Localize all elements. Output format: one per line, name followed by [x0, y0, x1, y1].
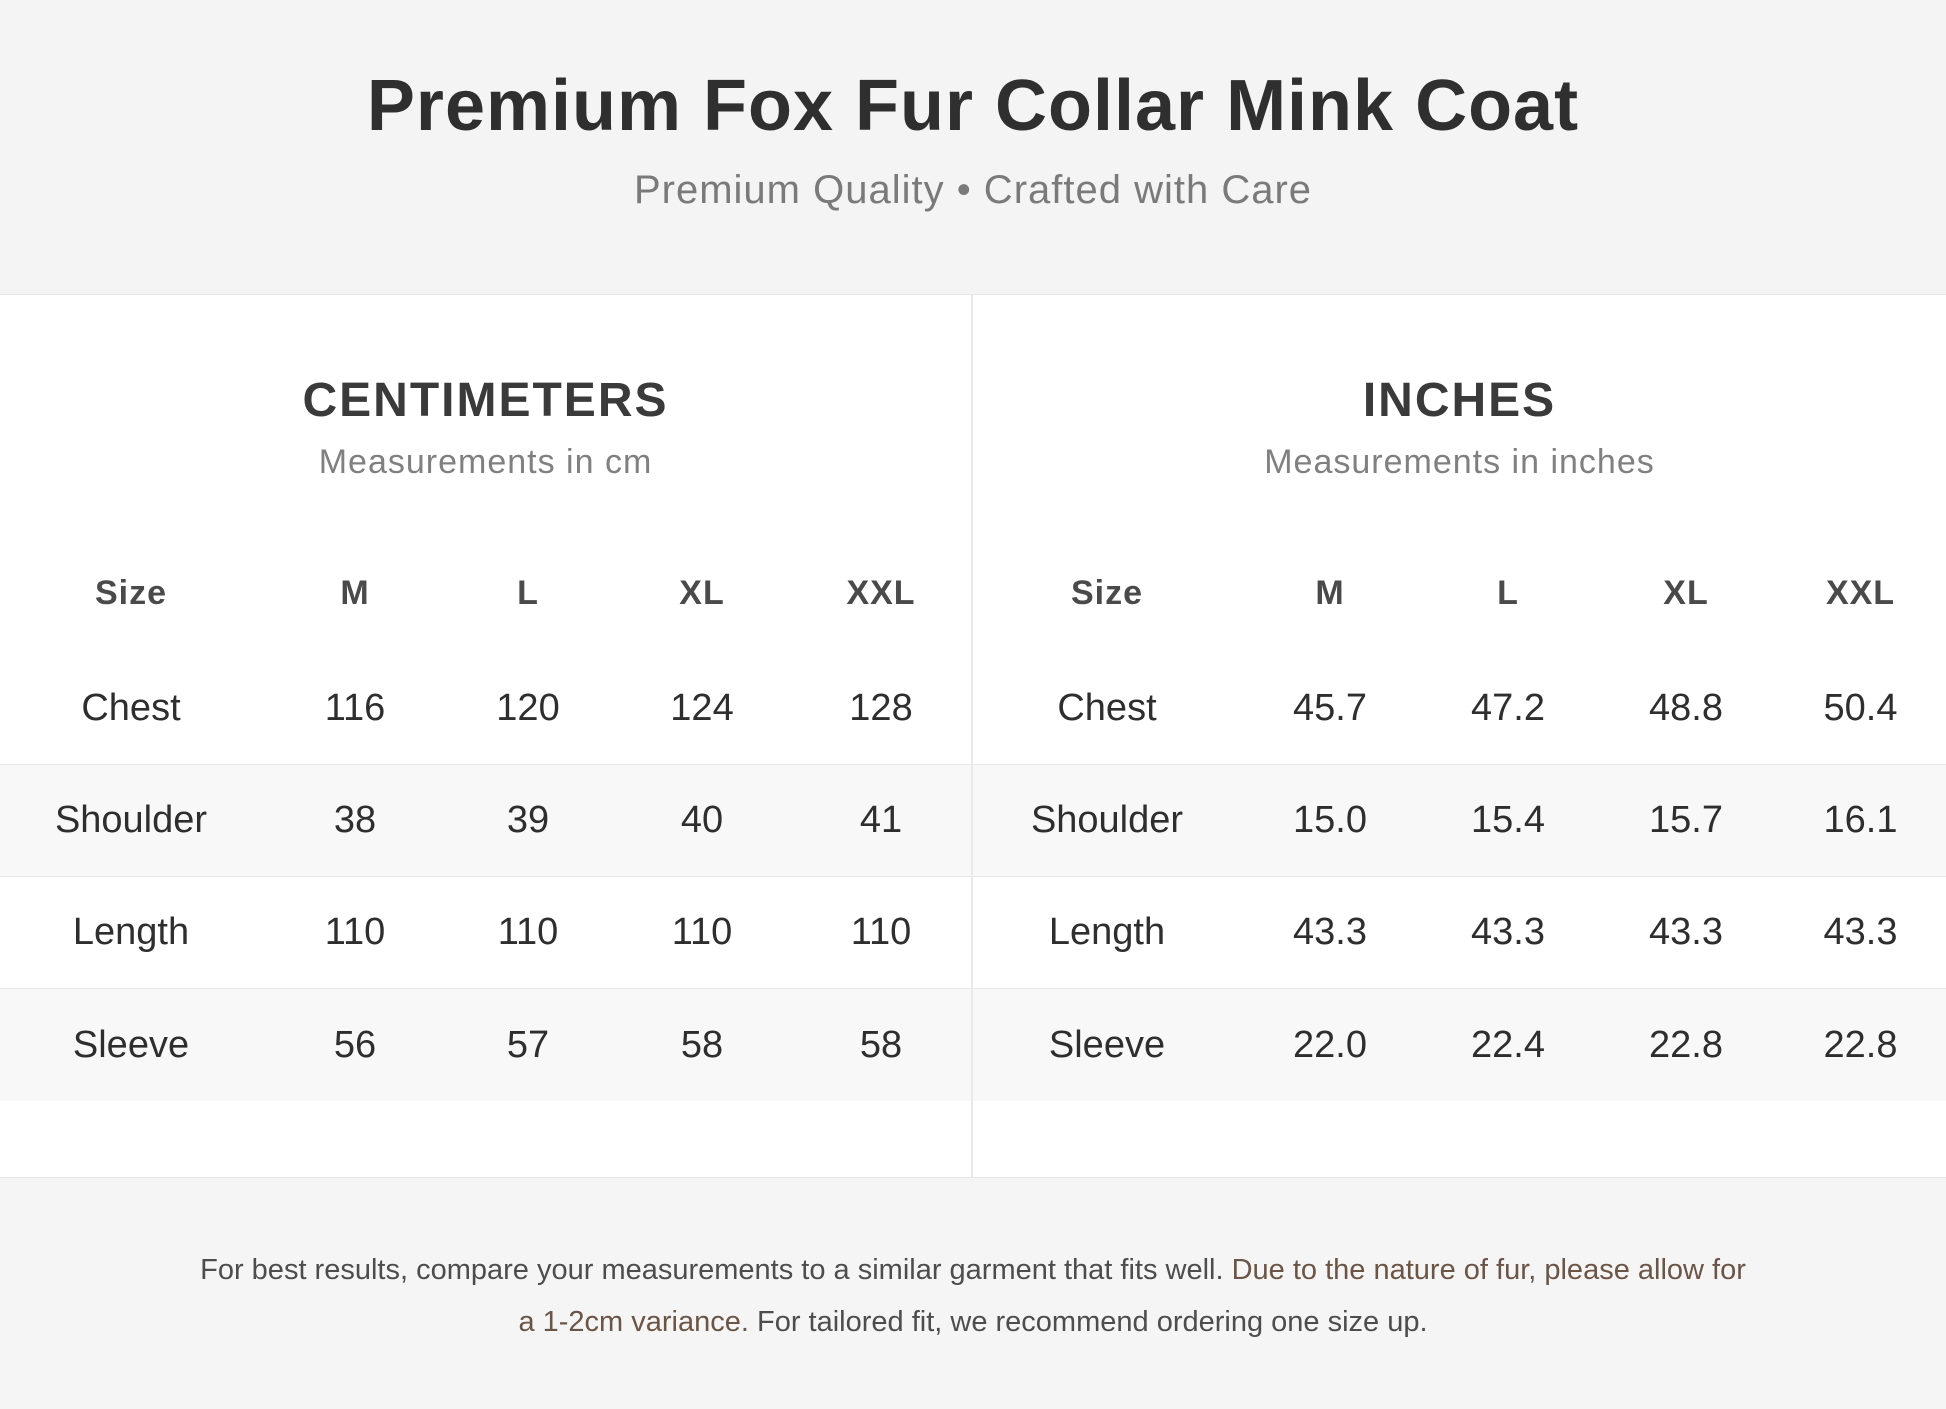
column-header: L [517, 573, 539, 612]
column-header: M [1315, 573, 1345, 612]
table-cell: 58 [859, 1023, 903, 1066]
table-row: Shoulder 38 39 40 41 [0, 765, 971, 877]
table-cell: 47.2 [1471, 687, 1545, 729]
table-cell: 120 [496, 687, 560, 729]
inches-panel: INCHES Measurements in inches Size M L X… [973, 295, 1946, 1177]
table-cell: 110 [497, 911, 559, 953]
header: Premium Fox Fur Collar Mink Coat Premium… [0, 0, 1946, 294]
page-subtitle: Premium Quality • Crafted with Care [633, 168, 1313, 212]
row-label: Chest [1057, 687, 1157, 729]
table-cell: 110 [850, 911, 912, 953]
table-cell: 16.1 [1823, 799, 1898, 841]
table-row: Chest 45.7 47.2 48.8 50.4 [973, 653, 1946, 765]
table-cell: 41 [859, 799, 903, 841]
table-cell: 22.8 [1649, 1023, 1723, 1066]
table-cell: 22.0 [1293, 1023, 1367, 1066]
fit-note-recommendation: For tailored fit, we recommend ordering … [748, 1306, 1428, 1338]
table-row: Length 110 110 110 110 [0, 877, 971, 989]
column-header: Size [1070, 573, 1144, 612]
table-cell: 50.4 [1823, 687, 1898, 729]
table-cell: 124 [670, 687, 734, 729]
centimeters-panel: CENTIMETERS Measurements in cm Size M L … [0, 295, 971, 1177]
table-header-row: Size M L XL XXL [973, 533, 1946, 653]
table-cell: 15.7 [1649, 799, 1723, 841]
fit-note-intro: For best results, compare your measureme… [200, 1254, 1232, 1286]
column-header: XXL [1825, 573, 1896, 612]
row-label: Shoulder [54, 799, 208, 841]
inches-table: Size M L XL XXL Chest 45.7 47.2 48.8 50.… [973, 533, 1946, 1101]
column-header: XL [1663, 573, 1709, 612]
table-cell: 15.0 [1293, 799, 1367, 841]
row-label: Length [72, 911, 190, 953]
footer: For best results, compare your measureme… [0, 1178, 1946, 1409]
table-cell: 57 [506, 1023, 550, 1066]
table-cell: 116 [324, 687, 386, 729]
table-row: Shoulder 15.0 15.4 15.7 16.1 [973, 765, 1946, 877]
table-cell: 58 [680, 1023, 724, 1066]
table-cell: 43.3 [1471, 911, 1545, 953]
table-cell: 15.4 [1471, 799, 1545, 841]
row-label: Sleeve [72, 1023, 190, 1066]
column-header: Size [94, 573, 168, 612]
size-tables: CENTIMETERS Measurements in cm Size M L … [0, 294, 1946, 1178]
table-cell: 43.3 [1293, 911, 1367, 953]
page-title: Premium Fox Fur Collar Mink Coat [366, 66, 1580, 146]
table-cell: 43.3 [1823, 911, 1898, 953]
table-cell: 110 [671, 911, 733, 953]
inches-subtitle: Measurements in inches [1264, 443, 1655, 481]
centimeters-table: Size M L XL XXL Chest 116 120 124 128 Sh… [0, 533, 971, 1101]
column-header: XL [679, 573, 725, 612]
table-row: Chest 116 120 124 128 [0, 653, 971, 765]
row-label: Shoulder [1030, 799, 1184, 841]
table-row: Length 43.3 43.3 43.3 43.3 [973, 877, 1946, 989]
table-cell: 40 [680, 799, 724, 841]
row-label: Sleeve [1048, 1023, 1166, 1066]
fit-note-variance: Due to the nature of fur, please allow f… [518, 1254, 1746, 1338]
table-cell: 45.7 [1293, 687, 1367, 729]
inches-title: INCHES [1362, 374, 1557, 427]
row-label: Length [1048, 911, 1166, 953]
column-header: XXL [846, 573, 916, 612]
centimeters-title: CENTIMETERS [302, 374, 669, 427]
centimeters-subtitle: Measurements in cm [318, 443, 653, 481]
table-cell: 43.3 [1649, 911, 1723, 953]
panel-divider [971, 295, 973, 1177]
table-cell: 128 [849, 687, 913, 729]
table-cell: 39 [506, 799, 550, 841]
table-cell: 48.8 [1649, 687, 1723, 729]
table-cell: 38 [333, 799, 377, 841]
table-cell: 22.4 [1471, 1023, 1545, 1066]
column-header: L [1497, 573, 1519, 612]
table-cell: 56 [333, 1023, 377, 1066]
table-header-row: Size M L XL XXL [0, 533, 971, 653]
table-row: Sleeve 56 57 58 58 [0, 989, 971, 1101]
table-cell: 110 [324, 911, 386, 953]
table-row: Sleeve 22.0 22.4 22.8 22.8 [973, 989, 1946, 1101]
table-cell: 22.8 [1823, 1023, 1898, 1066]
column-header: M [340, 573, 370, 612]
fit-note: For best results, compare your measureme… [200, 1244, 1746, 1348]
row-label: Chest [81, 687, 181, 729]
